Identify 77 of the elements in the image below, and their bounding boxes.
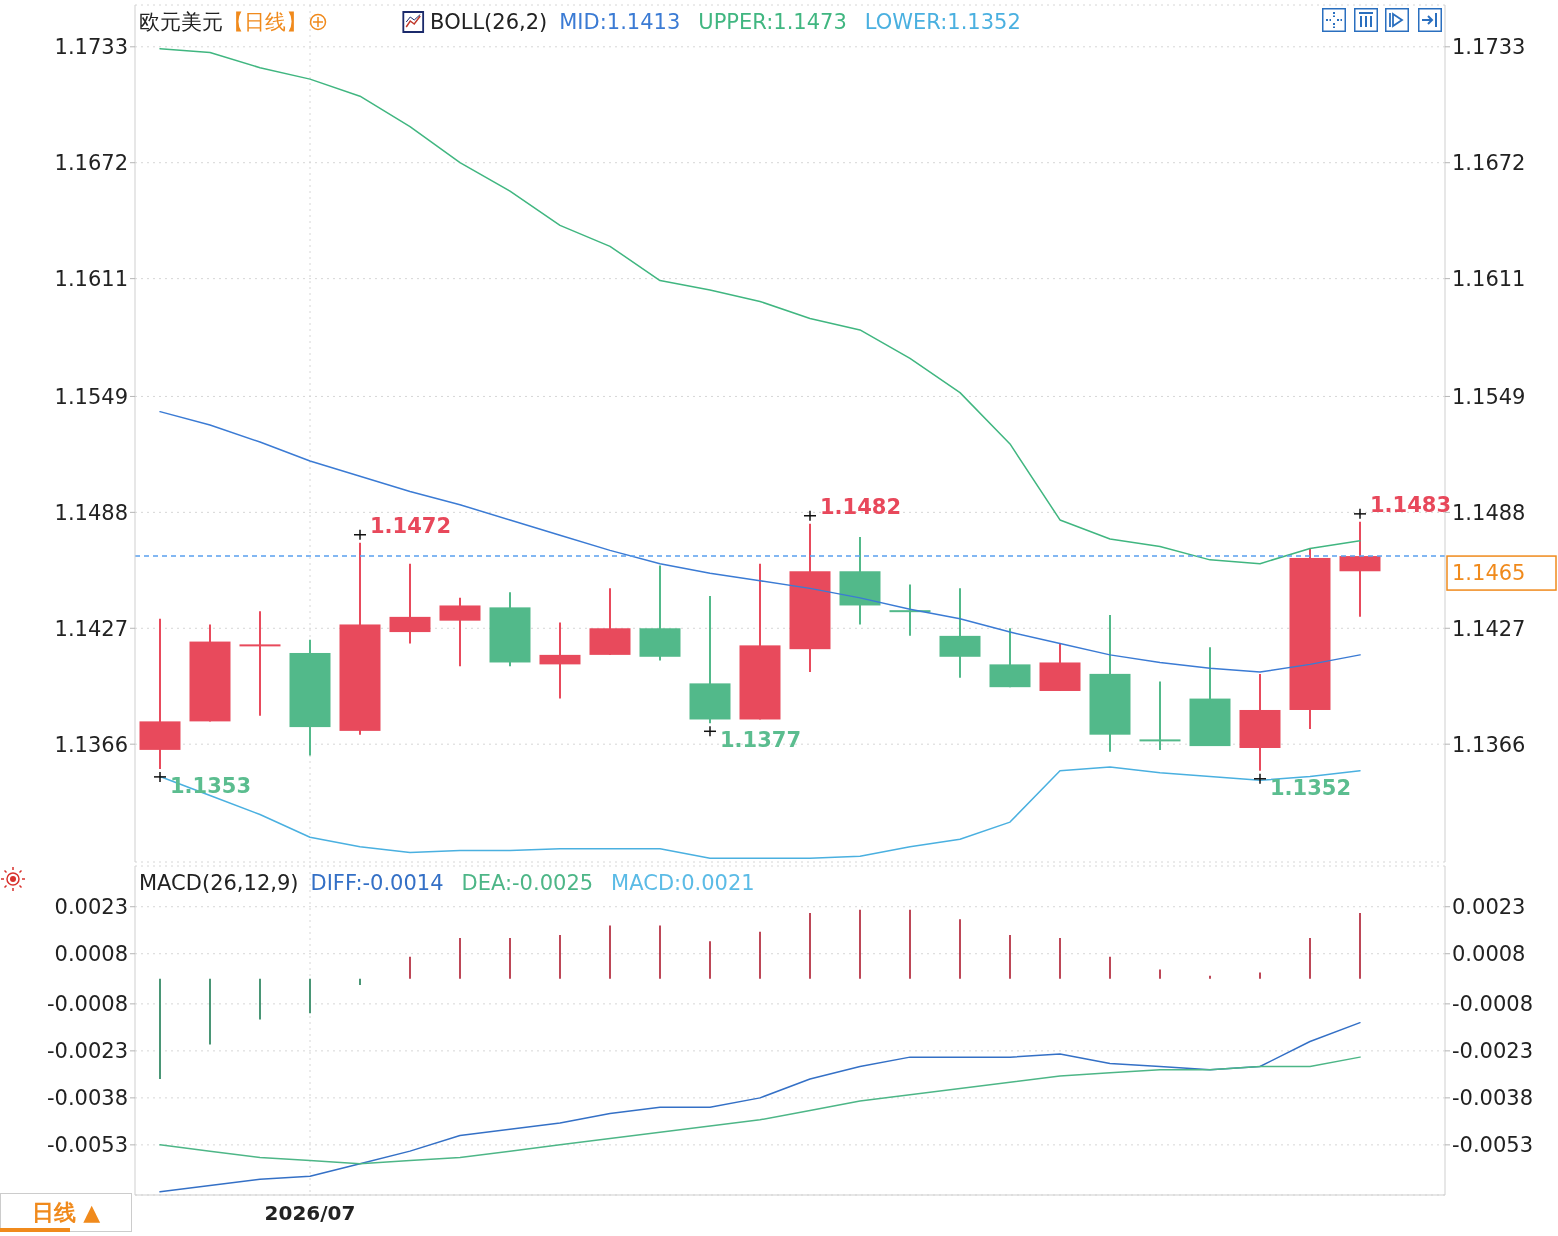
y-tick-label: 1.1611 [54,267,128,292]
y2-tick-label: -0.0053 [1452,1133,1534,1158]
bar [859,909,861,979]
line-series [159,1056,1361,1165]
y2-tick-label: 1.1611 [1452,267,1526,292]
annotation: 1.1472 [370,513,452,538]
y-tick-label: -0.0038 [46,1086,128,1111]
y2-tick-label: 1.1672 [1452,151,1526,176]
bar [1259,972,1261,979]
text: LOWER:1.1352 [864,10,1021,34]
line-series [159,47,1361,565]
bar [209,978,211,1045]
y-tick-label: 1.1427 [54,616,128,641]
candlestick [1139,680,1181,751]
y-tick-label: 0.0023 [54,895,128,920]
y-tick-label: -0.0023 [46,1039,128,1064]
x-tick-label: 2026/07 [264,1201,356,1225]
bar [1209,975,1211,979]
bar [559,934,561,979]
y2-tick-label: 0.0008 [1452,942,1526,967]
bar [509,938,511,979]
annotation: 1.1377 [720,728,802,753]
y-tick-label: 0.0008 [54,942,128,967]
bar [459,938,461,979]
y2-tick-label: 1.1488 [1452,500,1526,525]
bar [1059,938,1061,979]
bar [659,925,661,979]
bar [359,978,361,986]
series-label: MACD:0.0021 [611,871,755,895]
candlestick [239,610,281,717]
y2-tick-label: 1.1427 [1452,616,1526,641]
y2-tick-label: 1.1549 [1452,384,1526,409]
text: DIFF:-0.0014 [310,871,444,895]
chart-title: 欧元美元 [139,9,223,36]
bar [1109,956,1111,979]
y2-tick-label: 1.1733 [1452,35,1526,60]
y-tick-label: -0.0053 [46,1133,128,1158]
bar [1309,938,1311,979]
bar [1009,934,1011,979]
bar [159,978,161,1080]
bar [1359,913,1361,979]
y-tick-label: 1.1549 [54,384,128,409]
y-tick-label: -0.0008 [46,992,128,1017]
text: DEA:-0.0025 [461,871,594,895]
y-tick-label: 1.1488 [54,500,128,525]
ref-line-label: 1.1465 [1452,561,1526,586]
bar [609,925,611,979]
y-tick-label: 1.1366 [54,732,128,757]
y2-tick-label: 0.0023 [1452,895,1526,920]
y2-tick-label: -0.0023 [1452,1039,1534,1064]
text: MID:1.1413 [559,10,681,34]
y2-tick-label: -0.0038 [1452,1086,1534,1111]
candlestick [539,621,581,700]
bar [409,956,411,979]
annotation: 1.1352 [1270,775,1352,800]
legend-title: MACD(26,12,9) [139,871,299,895]
bar [909,909,911,979]
y-tick-label: 1.1672 [54,151,128,176]
y2-tick-label: -0.0008 [1452,992,1534,1017]
line-series [159,410,1361,673]
bar [959,919,961,979]
annotation: 1.1482 [820,494,902,519]
bar [809,913,811,979]
y2-tick-label: 1.1366 [1452,732,1526,757]
legend-title: BOLL(26,2) [430,10,548,34]
bar [309,978,311,1014]
bar [1159,969,1161,979]
bar [709,941,711,979]
annotation: 1.1483 [1370,492,1452,517]
candlestick [1339,520,1381,618]
text: UPPER:1.1473 [698,10,847,34]
tab-button: 日线 ▲ [0,1193,132,1232]
y-tick-label: 1.1733 [54,35,128,60]
chart-subtitle: 【日线】 [223,9,307,36]
bar [259,978,261,1020]
bar [759,931,761,979]
line-series [159,1021,1361,1193]
